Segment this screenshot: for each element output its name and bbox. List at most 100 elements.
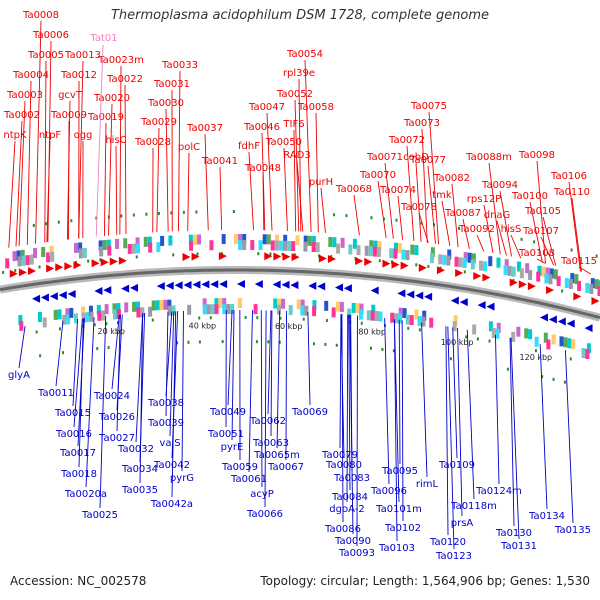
reverse-gene-label[interactable]: Ta0083: [333, 473, 370, 484]
forward-gene-label[interactable]: Ta0092: [458, 224, 495, 235]
reverse-gene-label[interactable]: Ta0017: [59, 448, 96, 459]
forward-gene-label[interactable]: Ta0072: [388, 135, 425, 146]
reverse-gene-label[interactable]: Ta0067: [267, 462, 304, 473]
reverse-gene-label[interactable]: Ta0118m: [450, 501, 497, 512]
reverse-gene-label[interactable]: Ta0035: [121, 485, 158, 496]
forward-gene-label[interactable]: Ta0054: [286, 49, 323, 60]
reverse-gene-label[interactable]: Ta0061: [230, 474, 267, 485]
reverse-gene-label[interactable]: Ta0090: [334, 536, 371, 547]
forward-gene-label[interactable]: Ta0004: [12, 70, 49, 81]
reverse-gene-label[interactable]: pyrG: [170, 473, 194, 484]
forward-gene-label[interactable]: purH: [309, 177, 333, 188]
forward-gene-label[interactable]: TIF6: [282, 119, 304, 130]
reverse-gene-label[interactable]: Ta0042: [153, 460, 190, 471]
forward-gene-label[interactable]: Ta0019: [87, 112, 124, 123]
forward-gene-label[interactable]: Ta0110: [553, 187, 590, 198]
reverse-gene-label[interactable]: rimL: [416, 479, 439, 490]
forward-gene-label[interactable]: Ta0003: [6, 90, 43, 101]
forward-gene-label[interactable]: Ta0048: [244, 163, 281, 174]
reverse-gene-label[interactable]: Ta0011: [37, 388, 74, 399]
forward-gene-label[interactable]: Ta0020: [93, 93, 130, 104]
forward-gene-label[interactable]: polC: [178, 142, 200, 153]
reverse-gene-label[interactable]: Ta0096: [370, 486, 407, 497]
reverse-gene-label[interactable]: Ta0026: [98, 412, 135, 423]
forward-gene-label[interactable]: gcvT: [58, 90, 83, 101]
reverse-gene-label[interactable]: Ta0086: [324, 524, 361, 535]
forward-gene-label[interactable]: Ta0075: [410, 101, 447, 112]
reverse-gene-label[interactable]: Ta0062: [249, 416, 286, 427]
forward-gene-label[interactable]: Ta0009: [50, 110, 87, 121]
forward-gene-label[interactable]: Ta0050: [265, 137, 302, 148]
reverse-gene-label[interactable]: Ta0080: [325, 460, 362, 471]
reverse-gene-label[interactable]: Ta0059: [221, 462, 258, 473]
reverse-gene-label[interactable]: Ta0109: [438, 460, 475, 471]
forward-gene-label[interactable]: Ta0002: [3, 110, 40, 121]
forward-gene-label[interactable]: Ta0006: [32, 30, 69, 41]
forward-gene-label[interactable]: Ta0033: [161, 60, 198, 71]
forward-gene-label[interactable]: Ta0088m: [465, 152, 512, 163]
reverse-gene-label[interactable]: Ta0065m: [253, 450, 300, 461]
forward-gene-label[interactable]: Ta0106: [550, 171, 587, 182]
forward-gene-label[interactable]: Ta0031: [153, 79, 190, 90]
reverse-gene-label[interactable]: Ta0124m: [475, 486, 522, 497]
forward-gene-label[interactable]: Ta0107: [522, 226, 559, 237]
forward-gene-label[interactable]: Ta0023m: [97, 55, 144, 66]
reverse-gene-label[interactable]: Ta0123: [435, 551, 472, 562]
reverse-gene-label[interactable]: Ta0063: [252, 438, 289, 449]
forward-gene-label[interactable]: dnaG: [484, 210, 511, 221]
forward-gene-label[interactable]: Ta0068: [335, 184, 372, 195]
forward-gene-label[interactable]: Ta0012: [60, 70, 97, 81]
forward-gene-label[interactable]: rps12P: [467, 194, 501, 205]
forward-gene-label[interactable]: Ta0073: [403, 118, 440, 129]
forward-gene-label[interactable]: Ta0082: [433, 173, 470, 184]
forward-gene-label[interactable]: tmk: [432, 190, 452, 201]
forward-gene-label[interactable]: Ta0087: [444, 208, 481, 219]
forward-gene-label[interactable]: rpl39e: [283, 68, 315, 79]
forward-gene-label[interactable]: Ta0115: [560, 256, 597, 267]
forward-gene-label[interactable]: ntpK: [3, 130, 27, 141]
reverse-gene-label[interactable]: Ta0120: [429, 537, 466, 548]
forward-gene-label[interactable]: Ta0005: [27, 50, 64, 61]
forward-gene-label[interactable]: Ta0030: [147, 98, 184, 109]
forward-gene-label[interactable]: RAD3: [283, 150, 310, 161]
forward-gene-label[interactable]: ntpF: [39, 130, 62, 141]
forward-gene-label[interactable]: Ta0041: [201, 156, 238, 167]
reverse-gene-label[interactable]: prsA: [451, 518, 474, 529]
reverse-gene-label[interactable]: Ta0130: [495, 528, 532, 539]
reverse-gene-label[interactable]: Ta0016: [55, 429, 92, 440]
reverse-gene-label[interactable]: acyP: [250, 489, 274, 500]
reverse-gene-label[interactable]: Ta0015: [54, 408, 91, 419]
reverse-gene-label[interactable]: Ta0069: [291, 407, 328, 418]
reverse-gene-label[interactable]: Ta0027: [98, 433, 135, 444]
forward-gene-label[interactable]: fdhF: [238, 141, 260, 152]
reverse-gene-label[interactable]: Ta0102: [384, 523, 421, 534]
reverse-gene-label[interactable]: Ta0131: [500, 541, 537, 552]
forward-gene-label[interactable]: Ta0078: [400, 202, 437, 213]
forward-gene-label[interactable]: Ta0008: [22, 10, 59, 21]
forward-gene-label[interactable]: Ta0037: [186, 123, 223, 134]
reverse-gene-label[interactable]: Ta0093: [338, 548, 375, 559]
forward-gene-label[interactable]: Ta0013: [64, 50, 101, 61]
forward-gene-label[interactable]: ogg: [74, 130, 93, 141]
reverse-gene-label[interactable]: Ta0135: [554, 525, 591, 536]
reverse-gene-label[interactable]: Ta0084: [331, 492, 368, 503]
forward-gene-label[interactable]: hisC: [105, 135, 126, 146]
forward-gene-label[interactable]: Ta0052: [276, 89, 313, 100]
reverse-gene-label[interactable]: Ta0095: [381, 466, 418, 477]
reverse-gene-label[interactable]: Ta0024: [93, 391, 130, 402]
forward-gene-label[interactable]: Ta0074: [379, 185, 416, 196]
reverse-gene-label[interactable]: Ta0025: [81, 510, 118, 521]
reverse-gene-label[interactable]: Ta0049: [209, 407, 246, 418]
reverse-gene-label[interactable]: valS: [159, 438, 180, 449]
forward-gene-label[interactable]: Ta0029: [140, 117, 177, 128]
rna-gene-label[interactable]: Tat01: [89, 33, 117, 44]
reverse-gene-label[interactable]: glyA: [8, 370, 30, 381]
reverse-gene-label[interactable]: dgoA-2: [329, 504, 364, 515]
forward-gene-label[interactable]: Ta0077: [409, 155, 446, 166]
forward-gene-label[interactable]: Ta0100: [511, 191, 548, 202]
forward-gene-label[interactable]: Ta0070: [359, 170, 396, 181]
forward-gene-label[interactable]: Ta0098: [518, 150, 555, 161]
forward-gene-label[interactable]: Ta0108: [518, 248, 555, 259]
forward-gene-label[interactable]: Ta0105: [524, 206, 561, 217]
forward-gene-label[interactable]: Ta0071: [366, 152, 403, 163]
